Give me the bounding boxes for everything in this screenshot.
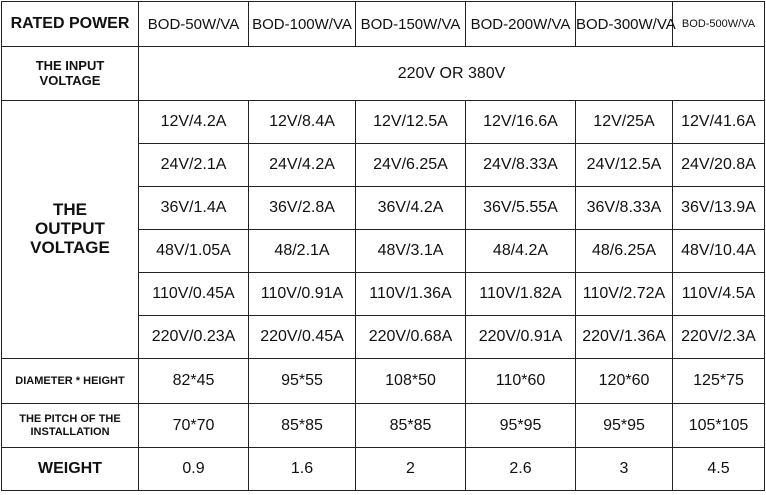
output-value: 48V/10.4A xyxy=(672,229,765,273)
table-row: THE INPUT VOLTAGE 220V OR 380V xyxy=(1,46,765,101)
pitch-label: THE PITCH OF THE INSTALLATION xyxy=(1,403,139,448)
model-header: BOD-100W/VA xyxy=(248,1,356,47)
output-value: 220V/2.3A xyxy=(672,315,765,359)
output-value: 220V/0.91A xyxy=(465,315,576,359)
diameter-height-value: 82*45 xyxy=(138,358,249,404)
output-value: 12V/4.2A xyxy=(138,100,249,144)
output-value: 24V/8.33A xyxy=(465,143,576,187)
output-value: 110V/0.91A xyxy=(248,272,356,316)
weight-label: WEIGHT xyxy=(1,447,139,491)
output-value: 48/2.1A xyxy=(248,229,356,273)
table-row: 220V/0.23A 220V/0.45A 220V/0.68A 220V/0.91A… xyxy=(2,315,765,359)
diameter-height-value: 110*60 xyxy=(465,358,576,404)
pitch-value: 95*95 xyxy=(575,403,673,448)
table-row: 24V/2.1A 24V/4.2A 24V/6.25A 24V/8.33A 24V/12… xyxy=(2,143,765,187)
output-value: 24V/20.8A xyxy=(672,143,765,187)
diameter-height-value: 125*75 xyxy=(672,358,765,404)
output-value: 110V/2.72A xyxy=(575,272,673,316)
weight-value: 0.9 xyxy=(138,447,249,491)
weight-value: 4.5 xyxy=(672,447,765,491)
table-row: 48V/1.05A 48/2.1A 48V/3.1A 48/4.2A 48/6.25A 4… xyxy=(2,229,765,273)
weight-value: 2.6 xyxy=(465,447,576,491)
header-label: RATED POWER xyxy=(1,1,139,47)
output-value: 110V/4.5A xyxy=(672,272,765,316)
output-value: 36V/13.9A xyxy=(672,186,765,230)
output-value: 220V/0.23A xyxy=(138,315,249,359)
table-row: 110V/0.45A 110V/0.91A 110V/1.36A 110V/1.82A… xyxy=(2,272,765,316)
pitch-label-text: THE PITCH OF THE INSTALLATION xyxy=(19,413,121,438)
output-value: 36V/1.4A xyxy=(138,186,249,230)
output-value: 220V/1.36A xyxy=(575,315,673,359)
diameter-height-label-text: DIAMETER * HEIGHT xyxy=(15,374,125,387)
diameter-height-value: 95*55 xyxy=(248,358,356,404)
output-value: 110V/0.45A xyxy=(138,272,249,316)
output-value: 12V/12.5A xyxy=(355,100,466,144)
output-value: 36V/2.8A xyxy=(248,186,356,230)
weight-value: 3 xyxy=(575,447,673,491)
diameter-height-value: 108*50 xyxy=(355,358,466,404)
pitch-value: 85*85 xyxy=(248,403,356,448)
output-label: THE OUTPUT VOLTAGE xyxy=(1,100,139,359)
input-value: 220V OR 380V xyxy=(138,46,765,101)
output-value: 36V/4.2A xyxy=(355,186,466,230)
weight-value: 1.6 xyxy=(248,447,356,491)
model-header: BOD-200W/VA xyxy=(465,1,576,47)
output-value: 220V/0.45A xyxy=(248,315,356,359)
output-value: 48/6.25A xyxy=(575,229,673,273)
table-row: 36V/1.4A 36V/2.8A 36V/4.2A 36V/5.55A 36V/8.3… xyxy=(2,186,765,230)
output-value: 110V/1.82A xyxy=(465,272,576,316)
pitch-value: 105*105 xyxy=(672,403,765,448)
output-value: 48/4.2A xyxy=(465,229,576,273)
output-value: 110V/1.36A xyxy=(355,272,466,316)
output-value: 12V/25A xyxy=(575,100,673,144)
diameter-height-value: 120*60 xyxy=(575,358,673,404)
output-value: 24V/6.25A xyxy=(355,143,466,187)
table-row: WEIGHT 0.9 1.6 2 2.6 3 4.5 xyxy=(1,447,765,491)
model-header: BOD-300W/VA xyxy=(575,1,676,47)
output-value: 24V/12.5A xyxy=(575,143,673,187)
output-value: 24V/4.2A xyxy=(248,143,356,187)
output-value: 48V/1.05A xyxy=(138,229,249,273)
output-value: 48V/3.1A xyxy=(355,229,466,273)
weight-label-text: WEIGHT xyxy=(38,460,102,478)
pitch-value: 85*85 xyxy=(355,403,466,448)
output-value: 12V/8.4A xyxy=(248,100,356,144)
model-header: BOD-50W/VA xyxy=(138,1,249,47)
weight-value: 2 xyxy=(355,447,466,491)
output-label-text: THE OUTPUT VOLTAGE xyxy=(30,200,110,257)
table-row: RATED POWER BOD-50W/VA BOD-100W/VA BOD-150W… xyxy=(1,1,765,47)
output-value: 24V/2.1A xyxy=(138,143,249,187)
table-row: THE PITCH OF THE INSTALLATION 70*70 85*85 8… xyxy=(1,403,765,448)
table-row: DIAMETER * HEIGHT 82*45 95*55 108*50 110*60 1… xyxy=(1,358,765,404)
diameter-height-label: DIAMETER * HEIGHT xyxy=(1,358,139,404)
input-label-text: THE INPUT VOLTAGE xyxy=(35,58,105,88)
pitch-value: 70*70 xyxy=(138,403,249,448)
input-label: THE INPUT VOLTAGE xyxy=(1,46,139,101)
table-row: THE OUTPUT VOLTAGE 12V/4.2A 12V/8.4A 12V/12… xyxy=(1,100,765,359)
model-header: BOD-150W/VA xyxy=(355,1,466,47)
output-value: 36V/8.33A xyxy=(575,186,673,230)
model-header: BOD-500W/VA xyxy=(672,1,765,47)
output-value: 36V/5.55A xyxy=(465,186,576,230)
pitch-value: 95*95 xyxy=(465,403,576,448)
output-value: 12V/16.6A xyxy=(465,100,576,144)
output-value: 12V/41.6A xyxy=(672,100,765,144)
output-value: 220V/0.68A xyxy=(355,315,466,359)
